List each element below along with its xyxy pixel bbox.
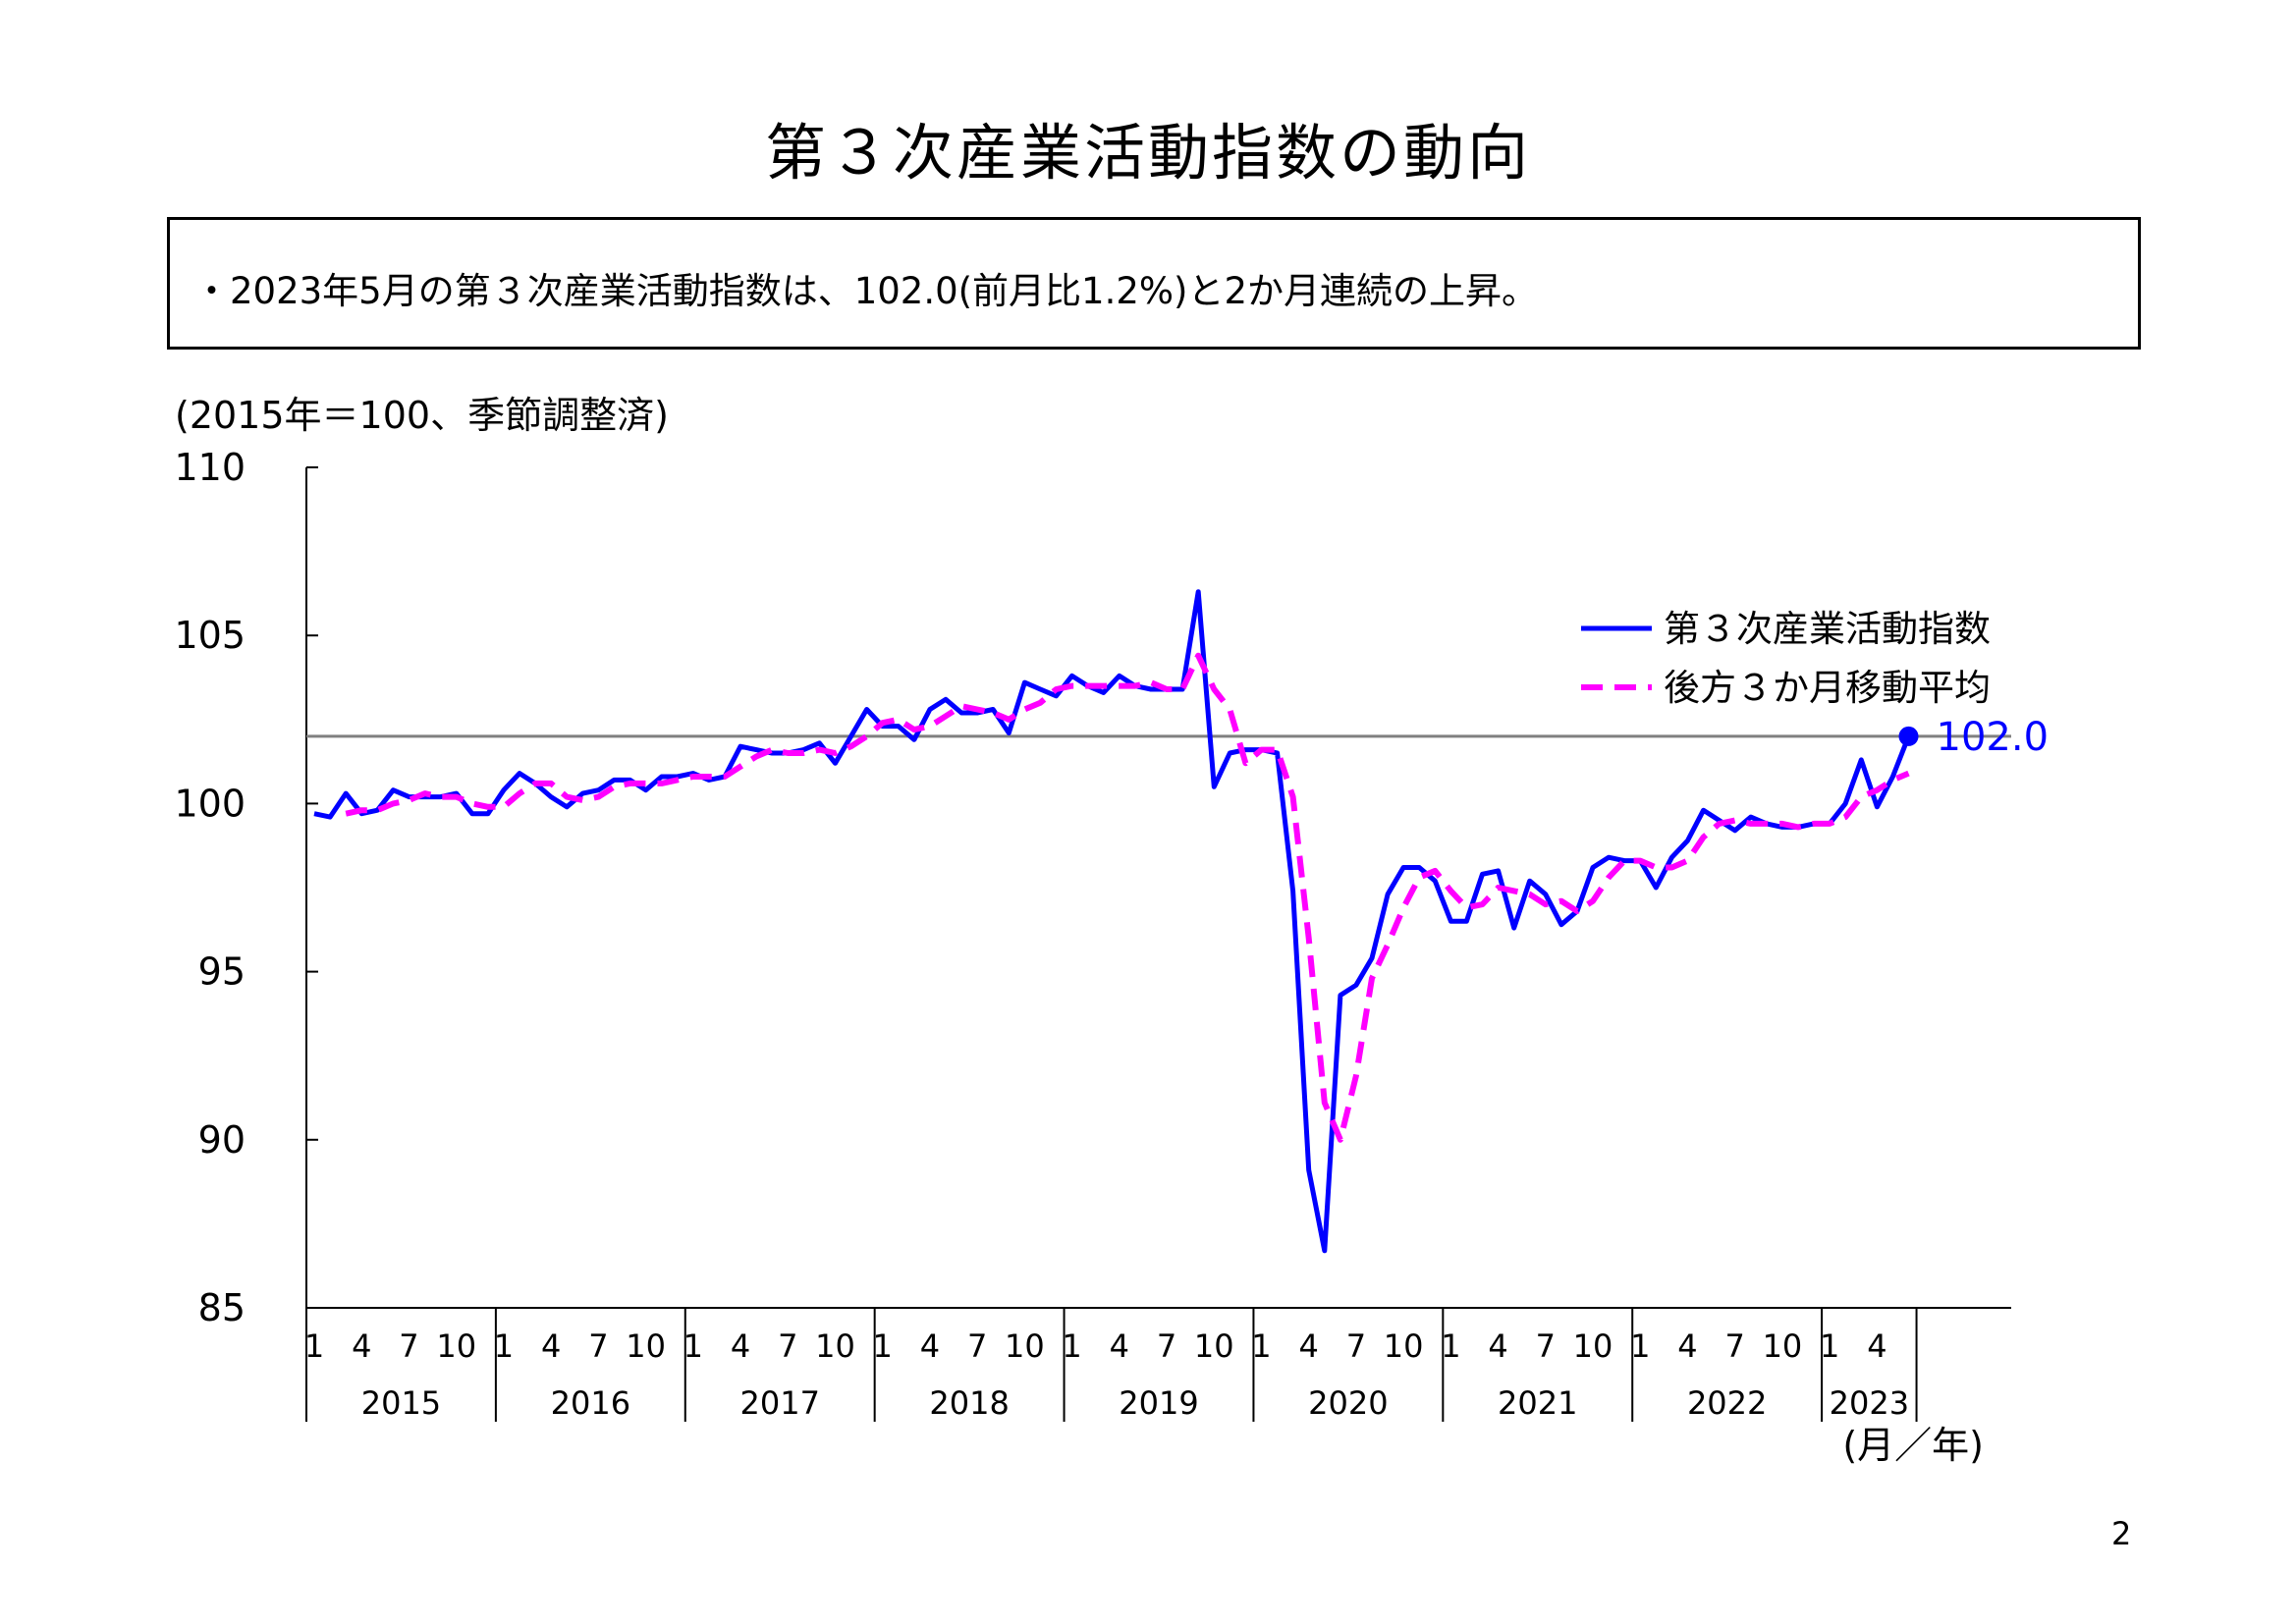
y-tick-label: 95 (198, 950, 246, 994)
month-tick-label: 7 (1346, 1327, 1366, 1365)
year-label: 2016 (551, 1384, 630, 1422)
month-tick-label: 10 (1194, 1327, 1234, 1365)
month-tick-label: 1 (1062, 1327, 1081, 1365)
month-tick-label: 7 (1536, 1327, 1556, 1365)
month-tick-label: 1 (873, 1327, 893, 1365)
month-tick-label: 4 (1677, 1327, 1697, 1365)
month-tick-label: 4 (1867, 1327, 1886, 1365)
month-tick-label: 10 (436, 1327, 476, 1365)
page-number: 2 (2111, 1515, 2132, 1552)
year-label: 2022 (1687, 1384, 1767, 1422)
month-tick-label: 1 (683, 1327, 703, 1365)
year-label: 2018 (929, 1384, 1009, 1422)
month-tick-label: 10 (1763, 1327, 1803, 1365)
month-tick-label: 4 (541, 1327, 561, 1365)
y-tick-label: 105 (174, 614, 246, 657)
x-axis-label: (月／年) (1842, 1424, 1984, 1467)
month-tick-label: 4 (1299, 1327, 1319, 1365)
month-tick-label: 7 (778, 1327, 797, 1365)
year-label: 2020 (1308, 1384, 1388, 1422)
summary-box: ・2023年5月の第３次産業活動指数は、102.0(前月比1.2%)と2か月連続… (167, 217, 2141, 350)
latest-point-marker (1898, 726, 1919, 746)
y-tick-label: 85 (198, 1286, 246, 1329)
unit-note: (2015年＝100、季節調整済) (175, 394, 669, 437)
year-label: 2017 (740, 1384, 820, 1422)
month-tick-label: 10 (1005, 1327, 1045, 1365)
month-tick-label: 4 (1488, 1327, 1507, 1365)
series-group: 102.0 (313, 589, 2050, 1254)
series-line-moving-average (345, 652, 1910, 1143)
month-tick-label: 10 (1573, 1327, 1613, 1365)
year-label: 2021 (1498, 1384, 1577, 1422)
y-tick-label: 110 (174, 446, 246, 489)
month-tick-label: 10 (815, 1327, 855, 1365)
series-line-index (313, 589, 1911, 1254)
month-tick-label: 10 (1384, 1327, 1424, 1365)
y-tick-label: 100 (174, 782, 246, 825)
month-tick-label: 4 (1110, 1327, 1129, 1365)
month-tick-label: 1 (494, 1327, 514, 1365)
page-title: 第３次産業活動指数の動向 (764, 117, 1531, 189)
month-tick-label: 7 (588, 1327, 608, 1365)
month-tick-label: 10 (626, 1327, 666, 1365)
month-tick-label: 7 (399, 1327, 418, 1365)
month-tick-label: 7 (1157, 1327, 1176, 1365)
month-tick-label: 4 (731, 1327, 750, 1365)
month-tick-label: 1 (1630, 1327, 1650, 1365)
year-label: 2019 (1119, 1384, 1198, 1422)
y-axis: 85 90 95 100 105 110 (174, 446, 318, 1329)
month-tick-label: 7 (1725, 1327, 1745, 1365)
year-label: 2023 (1830, 1384, 1909, 1422)
y-tick-label: 90 (198, 1118, 246, 1162)
month-tick-label: 1 (1251, 1327, 1271, 1365)
year-label: 2015 (361, 1384, 441, 1422)
month-tick-label: 1 (1820, 1327, 1839, 1365)
month-tick-label: 4 (920, 1327, 940, 1365)
latest-point-label: 102.0 (1937, 715, 2050, 760)
month-tick-label: 1 (304, 1327, 324, 1365)
month-tick-label: 1 (1441, 1327, 1460, 1365)
legend-label: 第３次産業活動指数 (1664, 608, 1991, 650)
month-tick-label: 4 (352, 1327, 371, 1365)
legend-label: 後方３か月移動平均 (1664, 667, 1991, 709)
month-tick-label: 7 (967, 1327, 987, 1365)
summary-text: ・2023年5月の第３次産業活動指数は、102.0(前月比1.2%)と2か月連続… (193, 270, 1539, 312)
